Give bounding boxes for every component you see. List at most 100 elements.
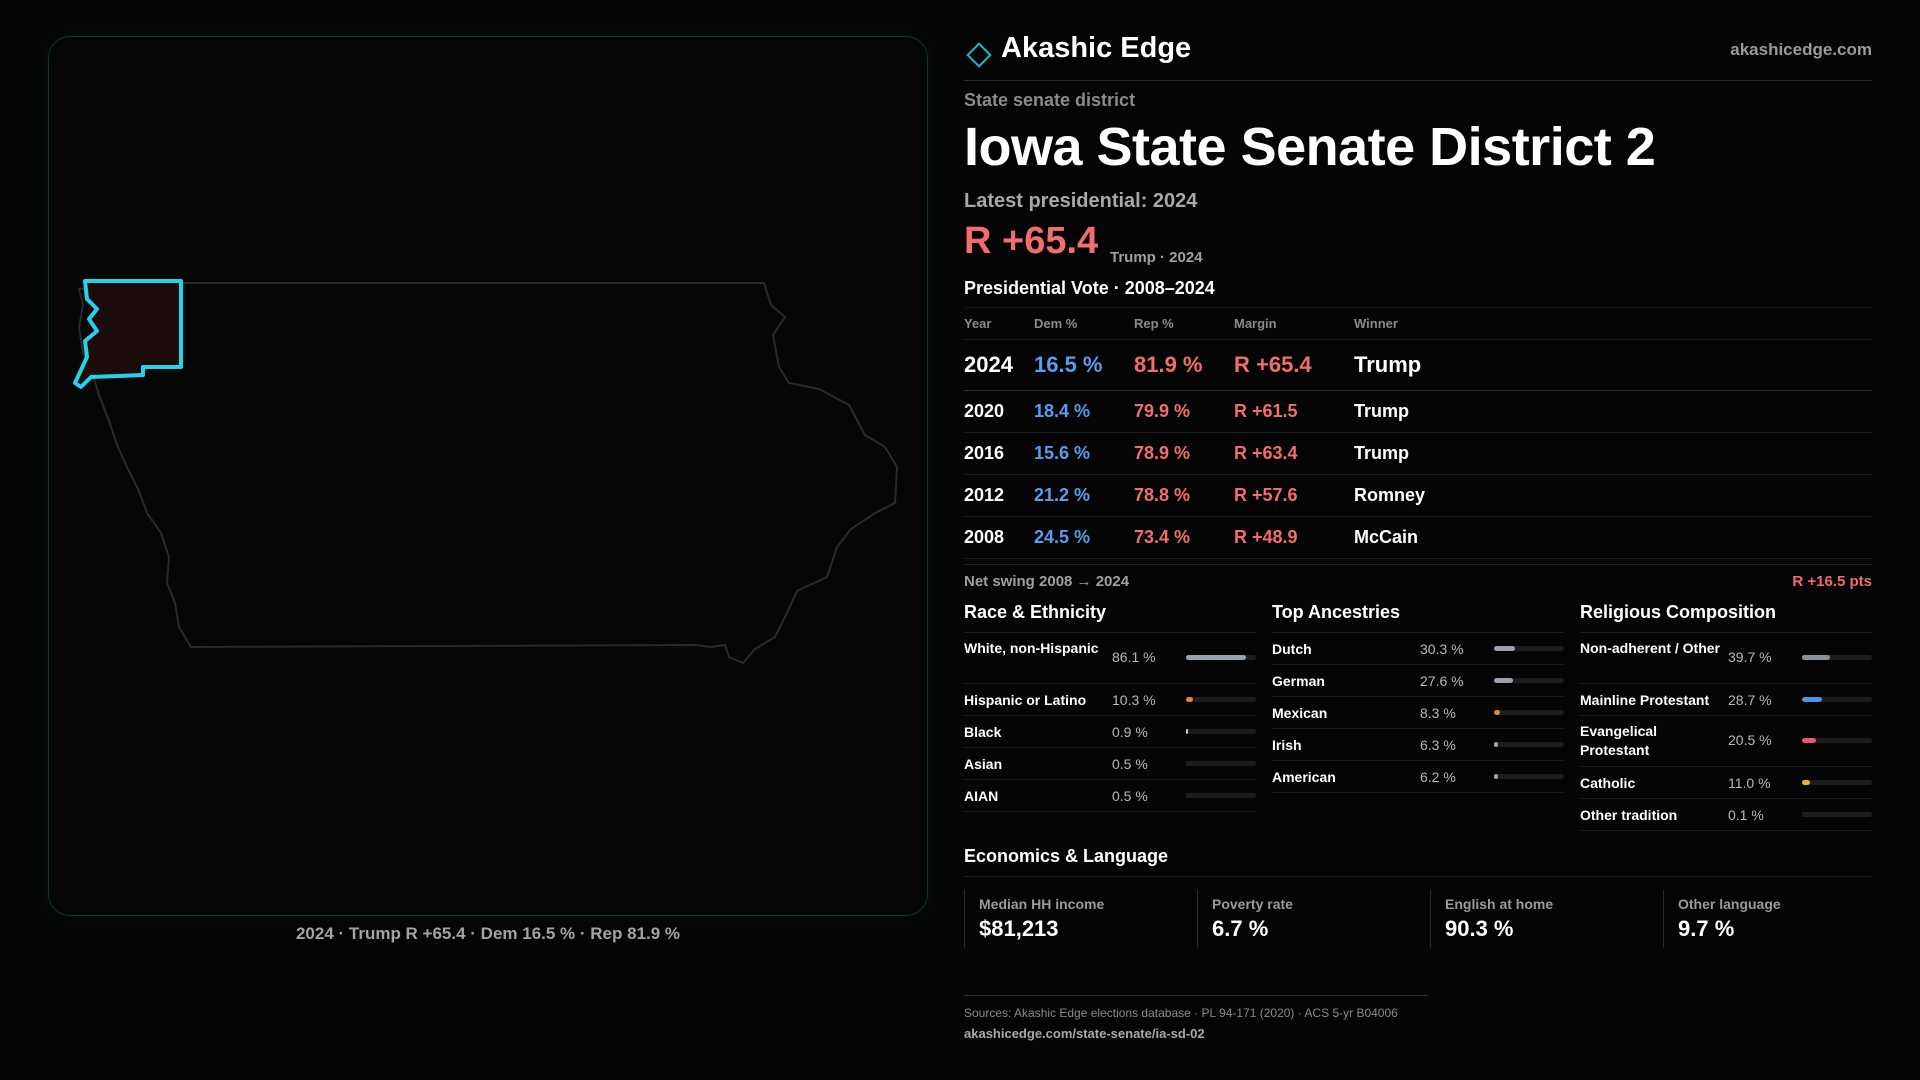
brand-url-link[interactable]: akashicedge.com	[1730, 40, 1872, 59]
map-caption: 2024 · Trump R +65.4 · Dem 16.5 % · Rep …	[295, 924, 681, 943]
list-item: Mexican 8.3 %	[1272, 697, 1564, 729]
economics-stats: Median HH income $81,213 Poverty rate 6.…	[964, 890, 1872, 948]
row-margin: R +63.4	[1234, 443, 1298, 463]
item-bar-track	[1494, 646, 1564, 651]
row-year: 2008	[964, 527, 1005, 547]
row-winner: Romney	[1354, 485, 1426, 505]
brand-header: Akashic Edge akashicedge.com	[964, 30, 1872, 81]
row-margin: R +57.6	[1234, 485, 1298, 505]
row-rep: 78.9 %	[1134, 443, 1191, 463]
list-item: Non-adherent / Other 39.7 %	[1580, 633, 1872, 684]
row-winner: McCain	[1354, 527, 1419, 547]
item-bar-track	[1802, 780, 1872, 785]
stat-label: Median HH income	[979, 896, 1105, 912]
item-value: 0.1 %	[1728, 807, 1764, 823]
list-item: AIAN 0.5 %	[964, 780, 1256, 812]
row-dem: 24.5 %	[1034, 527, 1091, 547]
ancestry-title: Top Ancestries	[1272, 602, 1564, 633]
stat-other-language: Other language 9.7 %	[1663, 890, 1882, 948]
row-year: 2020	[964, 401, 1005, 421]
page-title: Iowa State Senate District 2	[964, 117, 1656, 177]
item-label: Mexican	[1272, 705, 1328, 721]
row-winner: Trump	[1354, 352, 1422, 377]
item-label: Dutch	[1272, 641, 1312, 657]
item-bar	[1802, 655, 1830, 660]
item-label: Non-adherent / Other	[1580, 640, 1721, 656]
item-bar-track	[1494, 774, 1564, 779]
table-row: 2012 21.2 % 78.8 % R +57.6 Romney	[964, 475, 1872, 517]
row-rep: 73.4 %	[1134, 527, 1191, 547]
item-value: 28.7 %	[1728, 692, 1772, 708]
list-item: Hispanic or Latino 10.3 %	[964, 684, 1256, 716]
sources-text: Sources: Akashic Edge elections database…	[964, 1006, 1398, 1020]
list-item: Asian 0.5 %	[964, 748, 1256, 780]
item-bar-track	[1802, 738, 1872, 743]
item-label: Black	[964, 724, 1002, 740]
item-value: 6.3 %	[1420, 737, 1456, 753]
item-bar	[1802, 780, 1810, 785]
row-dem: 18.4 %	[1034, 401, 1091, 421]
item-bar-track	[1186, 729, 1256, 734]
stat-value: 9.7 %	[1678, 916, 1735, 941]
item-value: 0.5 %	[1112, 788, 1148, 804]
net-swing-value: R +16.5 pts	[1792, 573, 1872, 590]
list-item: Irish 6.3 %	[1272, 729, 1564, 761]
list-item: White, non-Hispanic 86.1 %	[964, 633, 1256, 684]
table-row: 2008 24.5 % 73.4 % R +48.9 McCain	[964, 517, 1872, 559]
stat-value: $81,213	[979, 916, 1059, 941]
item-label: Evangelical Protestant	[1580, 723, 1658, 758]
row-margin: R +65.4	[1234, 352, 1312, 377]
stat-value: 90.3 %	[1445, 916, 1514, 941]
item-bar	[1186, 655, 1247, 660]
item-bar-track	[1802, 655, 1872, 660]
district-map[interactable]	[49, 37, 929, 917]
list-item: Mainline Protestant 28.7 %	[1580, 684, 1872, 716]
item-value: 86.1 %	[1112, 649, 1156, 665]
item-bar-track	[1494, 710, 1564, 715]
col-winner: Winner	[1354, 316, 1398, 331]
map-panel[interactable]	[48, 36, 928, 916]
row-margin: R +61.5	[1234, 401, 1298, 421]
item-bar	[1802, 738, 1817, 743]
source-url-link[interactable]: akashicedge.com/state-senate/ia-sd-02	[964, 1026, 1205, 1041]
item-bar	[1186, 793, 1188, 798]
stat-label: Poverty rate	[1212, 896, 1293, 912]
list-item: Catholic 11.0 %	[1580, 767, 1872, 799]
item-value: 8.3 %	[1420, 705, 1456, 721]
district-2-shape[interactable]	[73, 279, 183, 389]
item-value: 20.5 %	[1728, 732, 1772, 748]
item-label: Irish	[1272, 737, 1302, 753]
item-bar	[1494, 710, 1500, 715]
net-swing-label: Net swing 2008 → 2024	[964, 573, 1130, 590]
item-value: 0.5 %	[1112, 756, 1148, 772]
vote-table-title: Presidential Vote · 2008–2024	[964, 278, 1215, 298]
item-bar	[1186, 729, 1188, 734]
item-value: 6.2 %	[1420, 769, 1456, 785]
item-label: AIAN	[964, 788, 999, 804]
item-bar-track	[1494, 678, 1564, 683]
row-dem: 16.5 %	[1034, 352, 1103, 377]
item-bar	[1494, 742, 1499, 747]
latest-presidential: Latest presidential: 2024	[964, 190, 1198, 212]
stat-english-home: English at home 90.3 %	[1430, 890, 1649, 948]
list-item: Evangelical Protestant 20.5 %	[1580, 716, 1872, 767]
headline-margin: R +65.4	[964, 220, 1099, 262]
stat-label: English at home	[1445, 896, 1554, 912]
race-title: Race & Ethnicity	[964, 602, 1256, 633]
row-winner: Trump	[1354, 443, 1410, 463]
list-item: American 6.2 %	[1272, 761, 1564, 793]
stat-poverty-rate: Poverty rate 6.7 %	[1197, 890, 1416, 948]
item-bar	[1802, 697, 1823, 702]
religion-block: Religious Composition Non-adherent / Oth…	[1580, 602, 1872, 831]
item-bar	[1186, 761, 1188, 766]
row-year: 2016	[964, 443, 1005, 463]
row-rep: 81.9 %	[1134, 352, 1203, 377]
item-value: 0.9 %	[1112, 724, 1148, 740]
item-label: Other tradition	[1580, 807, 1678, 823]
col-dem: Dem %	[1034, 316, 1078, 331]
stat-median-income: Median HH income $81,213	[964, 890, 1183, 948]
item-bar-track	[1186, 697, 1256, 702]
item-label: Asian	[964, 756, 1003, 772]
item-label: Catholic	[1580, 775, 1636, 791]
row-dem: 15.6 %	[1034, 443, 1091, 463]
